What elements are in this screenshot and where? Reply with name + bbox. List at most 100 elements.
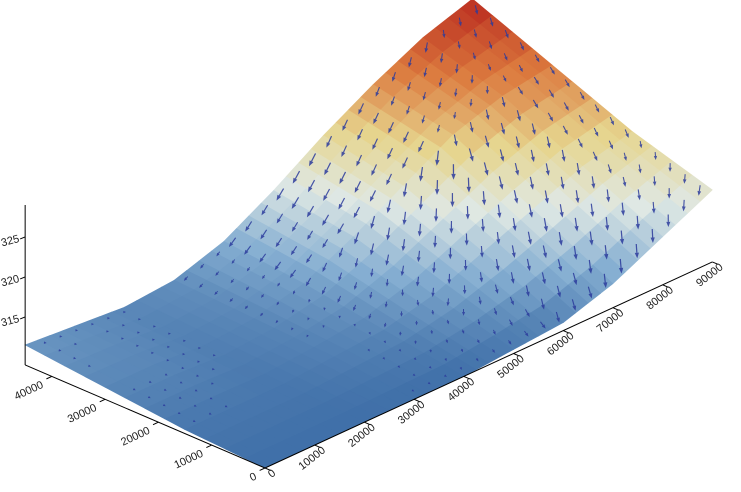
vector-head — [474, 10, 479, 15]
vector-head — [307, 317, 310, 321]
vector-head — [106, 330, 110, 333]
vector-head — [416, 257, 421, 263]
vector-shaft — [371, 215, 376, 224]
x-tick — [662, 284, 669, 288]
vector-head — [323, 307, 326, 311]
vector-shaft — [513, 190, 517, 199]
vector-head — [496, 239, 501, 245]
x-tick — [513, 353, 520, 357]
vector-head — [561, 156, 566, 162]
vector-shaft — [417, 276, 420, 283]
vector-shaft — [624, 129, 628, 135]
vector-head — [578, 143, 583, 148]
vector-shaft — [556, 285, 560, 293]
vector-head — [653, 155, 658, 161]
vector-shaft — [326, 162, 332, 171]
vector-head — [353, 212, 358, 219]
vector-head — [418, 204, 423, 210]
vector-shaft — [587, 286, 591, 294]
vector-head — [151, 351, 154, 355]
vector-head — [528, 211, 534, 218]
vector-shaft — [543, 218, 547, 227]
vector-head — [610, 120, 614, 126]
vector-head — [423, 72, 427, 78]
vector-head — [289, 273, 294, 278]
vector-shaft — [607, 164, 611, 170]
vector-head — [400, 313, 403, 317]
vector-shaft — [621, 202, 624, 211]
vector-head — [512, 225, 517, 232]
vector-head — [373, 118, 378, 124]
vector-head — [559, 211, 564, 218]
vector-head — [322, 243, 327, 249]
vector-head — [558, 240, 563, 246]
vector-shaft — [453, 134, 457, 142]
vector-shaft — [217, 251, 221, 254]
vector-head — [557, 292, 562, 298]
x-tick-label: 60000 — [545, 330, 576, 358]
vector-shaft — [504, 29, 508, 35]
vector-head — [262, 275, 265, 279]
vector-head — [244, 305, 248, 310]
vector-shaft — [263, 204, 269, 212]
vector-shaft — [354, 304, 357, 308]
vector-head — [229, 298, 233, 303]
vector-head — [634, 252, 639, 259]
vector-shaft — [309, 230, 314, 237]
vector-head — [504, 56, 508, 61]
vector-head — [625, 133, 629, 138]
z-tick — [19, 236, 26, 240]
vector-shaft — [232, 278, 235, 281]
vector-shaft — [310, 179, 316, 188]
vector-shaft — [277, 237, 283, 244]
vector-head — [122, 324, 125, 327]
vector-head — [306, 211, 312, 218]
vector-head — [357, 134, 362, 141]
vector-shaft — [408, 82, 411, 88]
vector-head — [519, 67, 523, 73]
vector-shaft — [403, 157, 408, 165]
vector-head — [354, 187, 359, 193]
vector-head — [291, 327, 294, 331]
vector-shaft — [524, 309, 529, 314]
vector-shaft — [276, 261, 282, 267]
vector-shaft — [484, 135, 488, 144]
vector-shaft — [474, 5, 478, 11]
vector-shaft — [516, 110, 520, 117]
vector-shaft — [563, 102, 568, 108]
vector-shaft — [478, 296, 481, 301]
vector-shaft — [542, 245, 546, 254]
vector-shaft — [549, 66, 554, 72]
vector-head — [637, 195, 641, 201]
vector-shaft — [441, 53, 443, 59]
vector-shaft — [652, 201, 655, 209]
x-tick — [413, 398, 421, 403]
vector-shaft — [293, 197, 300, 205]
vector-shaft — [374, 112, 379, 120]
x-axis — [264, 261, 713, 469]
vector-shaft — [623, 152, 626, 158]
vector-head — [183, 339, 186, 343]
vector-head — [455, 68, 459, 74]
y-tick-label: 40000 — [13, 379, 46, 403]
vector-shaft — [359, 103, 364, 111]
vector-shaft — [502, 75, 506, 79]
vector-head — [525, 332, 529, 337]
vector-shaft — [511, 245, 515, 253]
vector-head — [500, 156, 505, 162]
vector-shaft — [639, 140, 642, 145]
vector-head — [199, 284, 203, 288]
vector-shaft — [424, 67, 427, 73]
vector-head — [167, 345, 170, 349]
vector-head — [230, 279, 234, 284]
vector-head — [470, 79, 474, 84]
vector-head — [666, 221, 671, 228]
vector-head — [428, 365, 432, 369]
z-tick — [19, 316, 26, 320]
vector-head — [530, 156, 535, 163]
vector-shaft — [468, 148, 473, 157]
vector-shaft — [323, 262, 328, 269]
vector-head — [412, 373, 416, 376]
vector-shaft — [592, 151, 596, 158]
vector-shaft — [608, 140, 612, 146]
